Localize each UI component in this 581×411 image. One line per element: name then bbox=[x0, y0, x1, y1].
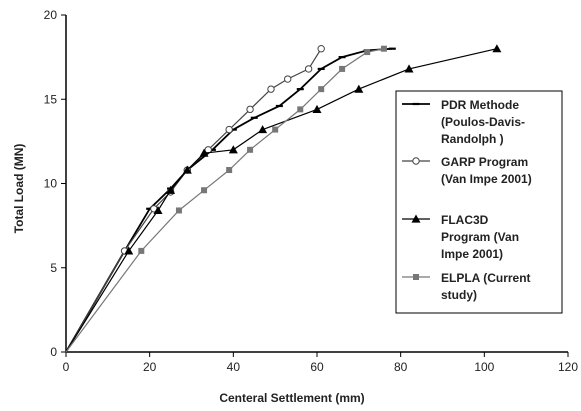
data-point bbox=[364, 49, 371, 56]
data-point bbox=[380, 45, 387, 52]
series-line bbox=[65, 47, 393, 353]
series-2 bbox=[65, 45, 325, 353]
data-point bbox=[354, 84, 364, 93]
series-3 bbox=[65, 44, 502, 353]
series-line bbox=[65, 48, 498, 353]
data-point bbox=[272, 126, 279, 133]
data-point bbox=[284, 75, 292, 83]
data-point bbox=[182, 165, 192, 174]
x-tick-label: 120 bbox=[558, 360, 578, 374]
data-point bbox=[124, 246, 134, 255]
legend-swatch-marker bbox=[411, 214, 421, 223]
y-tick-label: 15 bbox=[44, 92, 58, 106]
axes: 0 20 40 60 80 100 120 0 5 10 15 20 Centeral Settleme… bbox=[12, 8, 578, 405]
data-point bbox=[246, 105, 254, 114]
legend-entry-3: FLAC3D Program (Van Impe 2001) bbox=[402, 213, 519, 261]
data-point bbox=[166, 185, 176, 194]
legend-entry-1: PDR Methode (Poulos-Davis- Randolph ) bbox=[402, 98, 525, 146]
legend-label: study) bbox=[441, 288, 477, 302]
x-tick-label: 60 bbox=[310, 360, 324, 374]
legend-label: GARP Program bbox=[441, 155, 528, 169]
data-point bbox=[312, 104, 322, 113]
x-tick-label: 40 bbox=[227, 360, 241, 374]
y-tick-label: 5 bbox=[50, 261, 57, 275]
x-tick-label: 20 bbox=[143, 360, 157, 374]
data-point bbox=[404, 64, 414, 73]
data-point bbox=[318, 86, 325, 93]
x-axis-title: Centeral Settlement (mm) bbox=[219, 391, 364, 405]
legend-swatch-marker bbox=[412, 157, 420, 165]
data-point bbox=[317, 45, 325, 53]
x-tick-label: 80 bbox=[394, 360, 408, 374]
legend-label: Program (Van bbox=[441, 230, 519, 244]
data-point bbox=[258, 125, 268, 134]
data-point bbox=[492, 44, 502, 53]
plot-area bbox=[65, 44, 502, 353]
data-point bbox=[199, 148, 209, 157]
legend-label: PDR Methode bbox=[441, 98, 519, 112]
series-4 bbox=[65, 45, 387, 353]
legend: PDR Methode (Poulos-Davis- Randolph ) GARP … bbox=[395, 90, 563, 314]
legend-entry-2: GARP Program (Van Impe 2001) bbox=[402, 155, 532, 186]
y-axis-title: Total Load (MN) bbox=[12, 144, 26, 234]
y-tick-label: 10 bbox=[44, 177, 58, 191]
legend-box bbox=[395, 90, 563, 314]
legend-label: (Van Impe 2001) bbox=[441, 172, 532, 186]
legend-label: FLAC3D bbox=[441, 213, 489, 227]
x-tick-label: 100 bbox=[474, 360, 494, 374]
legend-label: Randolph ) bbox=[441, 132, 504, 146]
data-point bbox=[226, 167, 233, 174]
legend-label: (Poulos-Davis- bbox=[441, 115, 525, 129]
data-point bbox=[304, 65, 313, 73]
data-point bbox=[247, 146, 254, 153]
series-1 bbox=[65, 47, 396, 353]
data-point bbox=[339, 65, 346, 72]
legend-swatch-marker bbox=[413, 274, 419, 280]
y-tick-label: 20 bbox=[44, 8, 58, 22]
data-point bbox=[175, 207, 182, 214]
legend-label: Impe 2001) bbox=[441, 247, 503, 261]
data-point bbox=[138, 247, 145, 254]
legend-label: ELPLA (Current bbox=[441, 271, 531, 285]
data-point bbox=[153, 205, 163, 215]
data-point bbox=[297, 106, 304, 113]
series-line bbox=[65, 48, 385, 353]
data-point bbox=[228, 145, 238, 154]
data-point bbox=[201, 187, 208, 194]
y-tick-label: 0 bbox=[50, 345, 57, 359]
data-point bbox=[267, 85, 275, 93]
legend-entry-4: ELPLA (Current study) bbox=[402, 271, 531, 302]
series-line bbox=[65, 48, 322, 353]
x-tick-label: 0 bbox=[63, 360, 70, 374]
data-point bbox=[225, 125, 233, 134]
